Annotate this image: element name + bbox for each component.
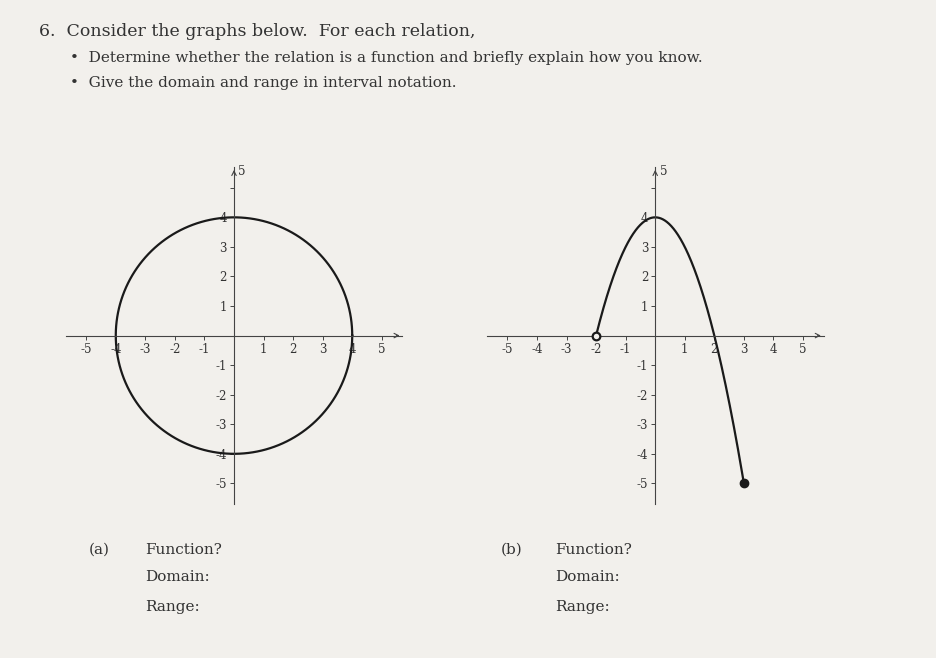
Text: 6.  Consider the graphs below.  For each relation,: 6. Consider the graphs below. For each r… bbox=[39, 23, 475, 40]
Text: Function?: Function? bbox=[145, 543, 222, 557]
Text: •  Give the domain and range in interval notation.: • Give the domain and range in interval … bbox=[70, 76, 457, 89]
Text: 5: 5 bbox=[239, 165, 246, 178]
Text: Range:: Range: bbox=[145, 600, 199, 614]
Text: Function?: Function? bbox=[555, 543, 632, 557]
Text: Domain:: Domain: bbox=[555, 570, 620, 584]
Text: (a): (a) bbox=[89, 543, 110, 557]
Text: 5: 5 bbox=[660, 165, 667, 178]
Text: Domain:: Domain: bbox=[145, 570, 210, 584]
Text: (b): (b) bbox=[501, 543, 522, 557]
Text: •  Determine whether the relation is a function and briefly explain how you know: • Determine whether the relation is a fu… bbox=[70, 51, 703, 65]
Text: Range:: Range: bbox=[555, 600, 609, 614]
